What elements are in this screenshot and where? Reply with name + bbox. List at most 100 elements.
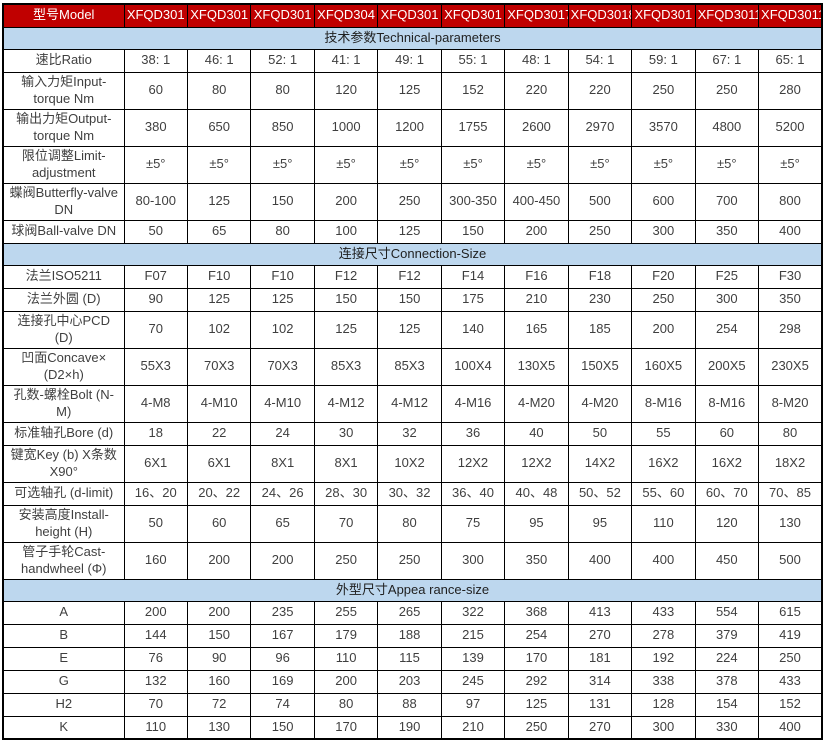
value-cell: F14 — [440, 264, 506, 289]
row-label: H2 — [2, 692, 125, 717]
value-cell: 300 — [694, 287, 760, 312]
value-cell: 80 — [250, 71, 315, 110]
table-row: G 132 160 169 200 203 245 292 314 338 378 433 — [2, 669, 823, 694]
value-cell: 250 — [377, 541, 442, 580]
value-cell: 433 — [631, 600, 696, 625]
table-row: 孔数-螺栓Bolt (N- M) 4-M8 4-M10 4-M10 4-M12 4-M12 4… — [2, 384, 823, 423]
value-cell: 125 — [504, 692, 569, 717]
value-cell: 70 — [123, 310, 188, 349]
value-cell: 125 — [377, 310, 442, 349]
table-row: H2 70 72 74 80 88 97 125 131 128 154 152 — [2, 692, 823, 717]
row-label: 蝶阀Butterfly-valve DN — [2, 182, 125, 221]
value-cell: 280 — [758, 71, 823, 110]
value-cell: 4-M20 — [567, 384, 633, 423]
value-cell: 254 — [694, 310, 760, 349]
row-label: K — [2, 715, 125, 740]
value-cell: 144 — [123, 623, 188, 648]
value-cell: 110 — [313, 646, 379, 671]
row-label: 管子手轮Cast-handwheel (Φ) — [2, 541, 125, 580]
value-cell: ±5° — [567, 145, 633, 184]
value-cell: 74 — [250, 692, 315, 717]
value-cell: 210 — [504, 287, 569, 312]
row-label: 安装高度Install-height (H) — [2, 504, 125, 543]
value-cell: 76 — [123, 646, 188, 671]
row-label: 法兰ISO5211 — [2, 264, 125, 289]
table-row: E 76 90 96 110 115 139 170 181 192 224 250 — [2, 646, 823, 671]
value-cell: 80 — [377, 504, 442, 543]
table-row: 管子手轮Cast-handwheel (Φ) 160 200 200 250 250 300… — [2, 541, 823, 580]
value-cell: 400 — [631, 541, 696, 580]
value-cell: 368 — [504, 600, 569, 625]
value-cell: 188 — [377, 623, 442, 648]
value-cell: 4-M20 — [504, 384, 569, 423]
value-cell: 278 — [631, 623, 696, 648]
value-cell: 30、32 — [377, 481, 442, 506]
value-cell: F30 — [758, 264, 823, 289]
value-cell: 16、20 — [123, 481, 188, 506]
value-cell: 48: 1 — [504, 48, 569, 73]
value-cell: F10 — [186, 264, 252, 289]
value-cell: F12 — [313, 264, 379, 289]
row-label: E — [2, 646, 125, 671]
value-cell: 102 — [186, 310, 252, 349]
value-cell: 120 — [694, 504, 760, 543]
table-row: 凹面Concave× (D2×h) 55X3 70X3 70X3 85X3 85X3 100X… — [2, 347, 823, 386]
section-title: 技术参数Technical-parameters — [2, 26, 823, 50]
value-cell: 85X3 — [377, 347, 442, 386]
table-row: 球阀Ball-valve DN 50 65 80 100 125 150 200 250 300 3… — [2, 219, 823, 244]
value-cell: 6X1 — [186, 444, 252, 483]
value-cell: 36 — [440, 421, 506, 446]
value-cell: 12X2 — [504, 444, 569, 483]
table-row: 速比Ratio 38: 1 46: 1 52: 1 41: 1 49: 1 55: 1 48:… — [2, 48, 823, 73]
value-cell: 49: 1 — [377, 48, 442, 73]
value-cell: 160X5 — [631, 347, 696, 386]
model-header-cell: XFQD301 — [250, 3, 315, 28]
value-cell: 4-M16 — [440, 384, 506, 423]
value-cell: 300-350 — [440, 182, 506, 221]
table-row: 可选轴孔 (d-limit) 16、20 20、22 24、26 28、30 30、32 3… — [2, 481, 823, 506]
value-cell: 152 — [758, 692, 823, 717]
value-cell: 2600 — [504, 108, 569, 147]
model-header-cell: XFQD3011 — [694, 3, 760, 28]
value-cell: 1755 — [440, 108, 506, 147]
value-cell: 125 — [313, 310, 379, 349]
value-cell: ±5° — [440, 145, 506, 184]
value-cell: ±5° — [250, 145, 315, 184]
value-cell: 70、85 — [758, 481, 823, 506]
value-cell: 165 — [504, 310, 569, 349]
value-cell: 95 — [504, 504, 569, 543]
value-cell: 80 — [186, 71, 252, 110]
value-cell: 200 — [186, 600, 252, 625]
spec-table: 型号Model XFQD301 XFQD301 XFQD301 XFQD304 XFQD3… — [2, 3, 823, 740]
value-cell: 419 — [758, 623, 823, 648]
value-cell: 250 — [377, 182, 442, 221]
value-cell: 30 — [313, 421, 379, 446]
value-cell: 500 — [567, 182, 633, 221]
value-cell: 110 — [123, 715, 188, 740]
value-cell: 150 — [186, 623, 252, 648]
value-cell: 322 — [440, 600, 506, 625]
value-cell: 75 — [440, 504, 506, 543]
value-cell: 150 — [440, 219, 506, 244]
value-cell: 175 — [440, 287, 506, 312]
value-cell: 60 — [123, 71, 188, 110]
value-cell: 70X3 — [250, 347, 315, 386]
value-cell: 16X2 — [694, 444, 760, 483]
value-cell: 169 — [250, 669, 315, 694]
value-cell: 4-M12 — [313, 384, 379, 423]
value-cell: F07 — [123, 264, 188, 289]
value-cell: 350 — [758, 287, 823, 312]
value-cell: 200 — [313, 182, 379, 221]
table-row: 法兰外圆 (D) 90 125 125 150 150 175 210 230 250 300 350 — [2, 287, 823, 312]
value-cell: F25 — [694, 264, 760, 289]
table-row: 输出力矩Output-torque Nm 380 650 850 1000 1200 175… — [2, 108, 823, 147]
value-cell: 1200 — [377, 108, 442, 147]
value-cell: F10 — [250, 264, 315, 289]
row-label: B — [2, 623, 125, 648]
value-cell: 4800 — [694, 108, 760, 147]
value-cell: 46: 1 — [186, 48, 252, 73]
value-cell: 300 — [440, 541, 506, 580]
value-cell: 152 — [440, 71, 506, 110]
value-cell: ±5° — [377, 145, 442, 184]
model-header-cell: XFQD301 — [186, 3, 252, 28]
